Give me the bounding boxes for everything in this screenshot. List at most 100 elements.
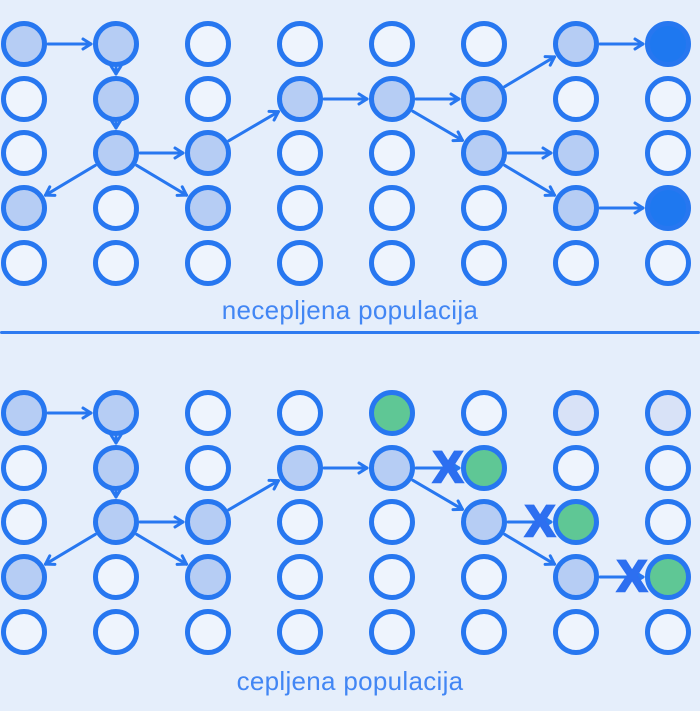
- person-node-healthy: [93, 554, 139, 600]
- person-node-infected: [553, 185, 599, 231]
- person-node-healthy: [1, 609, 47, 655]
- person-node-healthy: [277, 240, 323, 286]
- person-node-severe-case: [645, 185, 691, 231]
- person-node-healthy: [185, 390, 231, 436]
- person-node-healthy: [553, 240, 599, 286]
- person-node-healthy: [277, 554, 323, 600]
- person-node-healthy: [553, 76, 599, 122]
- person-node-healthy: [461, 554, 507, 600]
- population-vaccinated: X X X: [1, 390, 691, 655]
- person-node-infected: [1, 390, 47, 436]
- blocked-transmission-x-icon: X: [617, 552, 646, 601]
- person-node-infected: [1, 554, 47, 600]
- blocked-transmission-x-icon: X: [433, 443, 462, 492]
- person-node-healthy: [369, 240, 415, 286]
- person-node-healthy: [645, 499, 691, 545]
- person-node-infected: [185, 185, 231, 231]
- person-node-healthy: [645, 76, 691, 122]
- person-node-infected: [1, 185, 47, 231]
- person-node-infected: [461, 130, 507, 176]
- person-node-healthy: [185, 240, 231, 286]
- person-node-protected: [645, 390, 691, 436]
- person-node-infected: [277, 445, 323, 491]
- person-node-healthy: [461, 240, 507, 286]
- person-node-healthy: [277, 499, 323, 545]
- section-divider: [0, 331, 700, 334]
- person-node-infected: [277, 76, 323, 122]
- person-node-healthy: [277, 609, 323, 655]
- transmission-arrow: [411, 478, 464, 512]
- person-node-healthy: [1, 240, 47, 286]
- person-node-infected: [369, 445, 415, 491]
- person-node-infected: [93, 499, 139, 545]
- person-node-infected: [93, 76, 139, 122]
- person-node-healthy: [369, 554, 415, 600]
- unvaccinated-population-label: necepljena populacija: [221, 295, 479, 325]
- person-node-healthy: [645, 240, 691, 286]
- population-unvaccinated: [1, 21, 691, 286]
- person-node-infected: [1, 21, 47, 67]
- person-node-healthy: [277, 21, 323, 67]
- person-node-healthy: [1, 445, 47, 491]
- person-node-healthy: [1, 76, 47, 122]
- person-node-healthy: [645, 130, 691, 176]
- vaccinated-population-label: cepljena populacija: [236, 666, 464, 696]
- person-node-healthy: [277, 185, 323, 231]
- transmission-arrow: [227, 109, 280, 143]
- person-node-healthy: [185, 609, 231, 655]
- person-node-vaccinated: [461, 445, 507, 491]
- blocked-transmission-x-icon: X: [525, 497, 554, 546]
- transmission-arrow: [43, 163, 97, 197]
- person-node-healthy: [369, 130, 415, 176]
- person-node-healthy: [93, 240, 139, 286]
- transmission-arrow: [503, 163, 557, 197]
- person-node-healthy: [461, 609, 507, 655]
- transmission-arrow: [135, 532, 189, 566]
- person-node-infected: [93, 445, 139, 491]
- person-node-healthy: [553, 609, 599, 655]
- transmission-arrow: [227, 478, 280, 512]
- person-node-vaccinated: [369, 390, 415, 436]
- person-node-infected: [185, 130, 231, 176]
- person-node-vaccinated: [645, 554, 691, 600]
- person-node-healthy: [369, 21, 415, 67]
- person-node-protected: [553, 390, 599, 436]
- person-node-healthy: [277, 130, 323, 176]
- transmission-arrow: [43, 532, 97, 566]
- person-node-infected: [461, 499, 507, 545]
- person-node-healthy: [185, 76, 231, 122]
- person-node-healthy: [645, 609, 691, 655]
- transmission-arrow: [503, 55, 557, 89]
- person-node-healthy: [461, 185, 507, 231]
- person-node-healthy: [369, 499, 415, 545]
- person-node-vaccinated: [553, 499, 599, 545]
- person-node-infected: [93, 21, 139, 67]
- person-node-healthy: [185, 21, 231, 67]
- person-node-healthy: [277, 390, 323, 436]
- person-node-infected: [369, 76, 415, 122]
- person-node-infected: [553, 554, 599, 600]
- transmission-arrow: [135, 163, 189, 197]
- person-node-severe-case: [645, 21, 691, 67]
- person-node-infected: [553, 21, 599, 67]
- person-node-healthy: [645, 445, 691, 491]
- person-node-infected: [553, 130, 599, 176]
- person-node-healthy: [461, 390, 507, 436]
- transmission-arrow: [411, 109, 464, 143]
- person-node-healthy: [185, 445, 231, 491]
- person-node-infected: [185, 499, 231, 545]
- person-node-healthy: [369, 609, 415, 655]
- person-node-infected: [185, 554, 231, 600]
- person-node-infected: [461, 76, 507, 122]
- person-node-infected: [93, 130, 139, 176]
- person-node-healthy: [93, 609, 139, 655]
- transmission-arrow: [503, 532, 557, 566]
- person-node-healthy: [93, 185, 139, 231]
- person-node-healthy: [369, 185, 415, 231]
- person-node-healthy: [1, 130, 47, 176]
- person-node-healthy: [1, 499, 47, 545]
- person-node-healthy: [461, 21, 507, 67]
- person-node-infected: [93, 390, 139, 436]
